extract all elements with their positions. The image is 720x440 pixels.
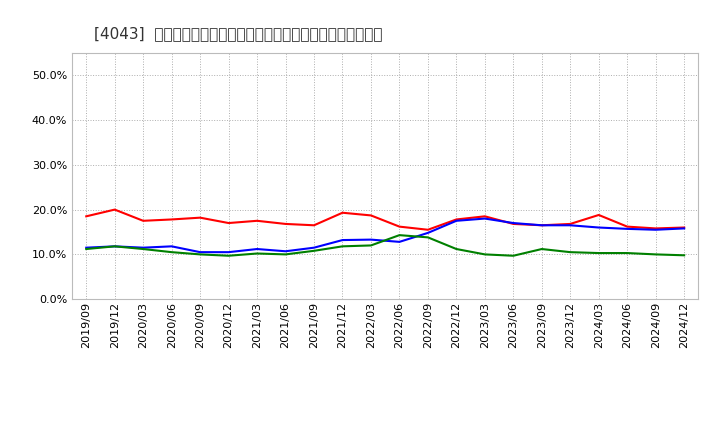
在庫 bbox=[452, 218, 461, 224]
在庫 bbox=[652, 227, 660, 232]
買入偳務 bbox=[366, 243, 375, 248]
売上偵権 bbox=[509, 221, 518, 227]
買入偳務 bbox=[225, 253, 233, 258]
売上偵権 bbox=[680, 225, 688, 230]
買入偳務 bbox=[139, 246, 148, 252]
在庫 bbox=[537, 223, 546, 228]
売上偵権 bbox=[110, 207, 119, 212]
売上偵権 bbox=[595, 213, 603, 218]
買入偳務 bbox=[167, 249, 176, 255]
買入偳務 bbox=[110, 244, 119, 249]
買入偳務 bbox=[680, 253, 688, 258]
買入偳務 bbox=[282, 252, 290, 257]
売上偵権 bbox=[537, 223, 546, 228]
在庫 bbox=[338, 238, 347, 243]
売上偵権 bbox=[423, 227, 432, 232]
Line: 買入偳務: 買入偳務 bbox=[86, 235, 684, 256]
在庫 bbox=[395, 239, 404, 245]
売上偵権 bbox=[196, 215, 204, 220]
売上偵権 bbox=[167, 217, 176, 222]
在庫 bbox=[366, 237, 375, 242]
在庫 bbox=[310, 245, 318, 250]
在庫 bbox=[680, 226, 688, 231]
売上偵権 bbox=[395, 224, 404, 229]
買入偳務 bbox=[509, 253, 518, 258]
売上偵権 bbox=[253, 218, 261, 224]
在庫 bbox=[595, 225, 603, 230]
買入偳務 bbox=[537, 246, 546, 252]
在庫 bbox=[139, 245, 148, 250]
買入偳務 bbox=[595, 250, 603, 256]
売上偵権 bbox=[623, 224, 631, 229]
買入偳務 bbox=[423, 235, 432, 240]
在庫 bbox=[509, 220, 518, 226]
買入偳務 bbox=[452, 246, 461, 252]
買入偳務 bbox=[196, 252, 204, 257]
売上偵権 bbox=[139, 218, 148, 224]
在庫 bbox=[253, 246, 261, 252]
在庫 bbox=[82, 245, 91, 250]
買入偳務 bbox=[395, 232, 404, 238]
在庫 bbox=[480, 216, 489, 221]
Line: 売上偵権: 売上偵権 bbox=[86, 209, 684, 230]
売上偵権 bbox=[452, 217, 461, 222]
Text: [4043]  売上債権、在庫、買入債務の総資産に対する比率の推移: [4043] 売上債権、在庫、買入債務の総資産に対する比率の推移 bbox=[94, 26, 382, 41]
買入偳務 bbox=[652, 252, 660, 257]
在庫 bbox=[623, 226, 631, 231]
買入偳務 bbox=[310, 248, 318, 253]
買入偳務 bbox=[566, 249, 575, 255]
買入偳務 bbox=[623, 250, 631, 256]
Legend: 売上偵権, 在庫, 買入偳務: 売上偵権, 在庫, 買入偳務 bbox=[259, 433, 511, 440]
売上偵権 bbox=[566, 221, 575, 227]
在庫 bbox=[423, 230, 432, 235]
在庫 bbox=[225, 249, 233, 255]
在庫 bbox=[282, 249, 290, 254]
Line: 在庫: 在庫 bbox=[86, 219, 684, 252]
買入偳務 bbox=[253, 251, 261, 256]
買入偳務 bbox=[338, 244, 347, 249]
売上偵権 bbox=[652, 226, 660, 231]
売上偵権 bbox=[480, 214, 489, 219]
売上偵権 bbox=[282, 221, 290, 227]
買入偳務 bbox=[82, 246, 91, 252]
在庫 bbox=[110, 244, 119, 249]
売上偵権 bbox=[225, 220, 233, 226]
在庫 bbox=[167, 244, 176, 249]
売上偵権 bbox=[310, 223, 318, 228]
売上偵権 bbox=[82, 214, 91, 219]
売上偵権 bbox=[338, 210, 347, 215]
売上偵権 bbox=[366, 213, 375, 218]
在庫 bbox=[566, 223, 575, 228]
在庫 bbox=[196, 249, 204, 255]
買入偳務 bbox=[480, 252, 489, 257]
